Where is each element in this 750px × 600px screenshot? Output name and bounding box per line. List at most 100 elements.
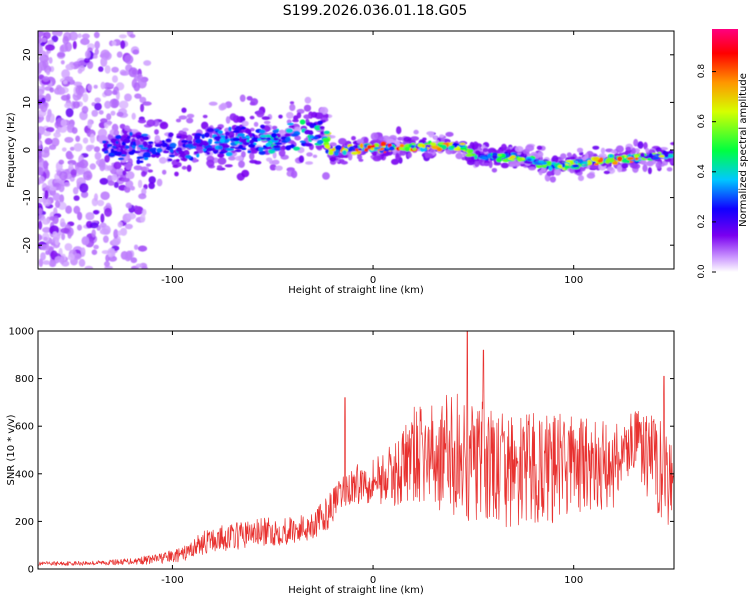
spectrogram-cell xyxy=(509,155,516,159)
spectrogram-cell xyxy=(148,176,156,184)
spectrogram-cell xyxy=(43,131,51,137)
spectrogram-cell xyxy=(340,160,348,165)
spectrogram-cell xyxy=(637,141,644,149)
spectrogram-cell xyxy=(194,134,201,140)
spectrogram-cell xyxy=(289,101,295,105)
spectrogram-cell xyxy=(113,229,119,239)
spectrogram-cell xyxy=(38,31,44,38)
spectrogram-cell xyxy=(208,139,212,145)
spectrogram-cell xyxy=(288,125,295,129)
spectrogram-cell xyxy=(526,158,532,162)
spectrogram-cell xyxy=(100,81,106,90)
spectrogram-cell xyxy=(146,119,156,127)
spectrogram-cell xyxy=(38,150,43,160)
spectrogram-cell xyxy=(615,145,624,153)
spectrogram-cell xyxy=(228,126,232,132)
spectrogram-cell xyxy=(643,142,648,150)
spectrogram-cell xyxy=(206,127,215,133)
spectrogram-cell xyxy=(105,83,115,88)
spectrogram-cell xyxy=(137,119,147,124)
spectrogram-cell xyxy=(99,158,106,168)
spectrogram-cell xyxy=(249,101,256,106)
spectrogram-cell xyxy=(259,134,268,138)
x-tick-label: 0 xyxy=(370,575,376,586)
spectrogram-cell xyxy=(109,153,115,156)
snr-panel: -100 0 100 0 200 400 600 800 1000 Height of str… xyxy=(6,327,675,596)
spectrogram-cell xyxy=(609,154,614,158)
spectrogram-cell xyxy=(247,150,252,154)
spectrogram-cell xyxy=(378,136,384,141)
spectrogram-cell xyxy=(126,171,135,180)
spectrogram-cell xyxy=(91,229,96,238)
spectrogram-cell xyxy=(319,126,325,130)
spectrogram-cell xyxy=(120,71,130,76)
spectrogram-cell xyxy=(143,151,151,157)
spectrogram-cell xyxy=(161,140,166,143)
spectrogram-cell xyxy=(98,66,104,72)
spectrogram-cell xyxy=(41,97,46,104)
spectrogram-cell xyxy=(304,96,312,104)
spectrogram-cell xyxy=(133,75,141,82)
y-tick-label: 20 xyxy=(22,48,33,61)
spectrogram-cell xyxy=(79,183,89,193)
spectrogram-cell xyxy=(132,141,136,146)
spectrogram-cell xyxy=(263,120,271,125)
spectrogram-cell xyxy=(43,236,48,241)
spectrogram-cell xyxy=(166,138,171,141)
spectrogram-cell xyxy=(304,142,313,147)
spectrogram-cell xyxy=(279,129,286,136)
spectrogram-cell xyxy=(370,132,379,141)
spectrogram-cell xyxy=(241,169,250,178)
spectrogram-cell xyxy=(399,143,405,148)
spectrogram-cell xyxy=(142,101,152,106)
spectrogram-cell xyxy=(87,61,94,69)
spectrogram-cell xyxy=(186,117,194,124)
spectrogram-cell xyxy=(38,140,42,146)
spectrogram-cell xyxy=(169,148,174,153)
spectrogram-cell xyxy=(55,200,61,209)
spectrogram-cell xyxy=(178,115,188,120)
spectrogram-cell xyxy=(138,144,144,148)
spectrogram-cell xyxy=(237,133,245,137)
spectrogram-cell xyxy=(193,151,199,155)
spectrogram-cell xyxy=(227,130,235,139)
spectrogram-cell xyxy=(186,113,195,119)
spectrogram-cell xyxy=(137,179,143,189)
spectrogram-cell xyxy=(66,153,74,160)
spectrogram-cell xyxy=(140,147,149,150)
spectrogram-cell xyxy=(117,230,122,236)
spectrogram-cell xyxy=(299,140,307,143)
spectrogram-cell xyxy=(82,137,89,144)
spectrogram-cell xyxy=(567,156,576,160)
spectrogram-cell xyxy=(123,164,132,168)
spectrogram-cell xyxy=(249,133,253,139)
spectrogram-cell xyxy=(364,148,369,152)
spectrogram-cell xyxy=(126,212,136,220)
spectrogram-cell xyxy=(294,135,301,141)
spectrogram-cell xyxy=(111,145,117,149)
spectrogram-cell xyxy=(73,61,81,68)
spectrogram-cell xyxy=(425,153,433,158)
spectrogram-cell xyxy=(549,176,557,183)
x-tick-label: 100 xyxy=(564,275,583,286)
spectrogram-cell xyxy=(116,51,123,58)
spectrogram-cell xyxy=(225,151,233,157)
spectrogram-cell xyxy=(76,161,85,168)
spectrogram-cell xyxy=(538,170,543,176)
colorbar-tick-label: 0.6 xyxy=(697,114,707,129)
spectrogram-cell xyxy=(592,145,600,150)
spectrogram-cell xyxy=(59,171,68,181)
spectrogram-cell xyxy=(249,147,257,151)
spectrogram-cell xyxy=(162,169,167,175)
spectrogram-cell xyxy=(528,166,536,171)
spectrogram-cell xyxy=(316,139,324,145)
spectrogram-cell xyxy=(147,169,153,173)
spectrogram-cell xyxy=(93,31,100,39)
spectrogram-cell xyxy=(564,165,571,169)
spectrogram-cell xyxy=(538,160,545,164)
spectrogram-cell xyxy=(89,133,95,144)
spectrogram-cell xyxy=(398,147,404,151)
spectrogram-cell xyxy=(403,136,412,142)
y-tick-label: -20 xyxy=(22,237,33,253)
